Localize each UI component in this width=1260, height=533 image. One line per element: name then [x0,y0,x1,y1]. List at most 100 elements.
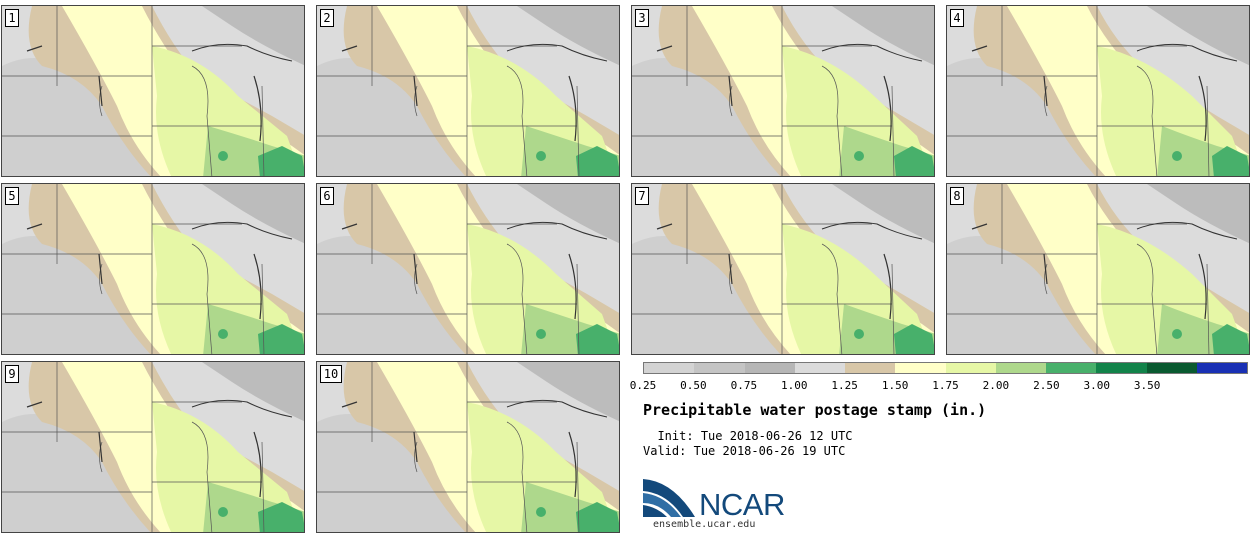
dry-region [947,58,1097,176]
state-boundary [576,441,580,532]
river-outline [98,75,103,107]
dark-green-cell [854,329,864,339]
state-boundary [1136,65,1158,176]
dry-region [1147,6,1249,66]
colorbar-segment [694,363,745,373]
dry-region [317,414,467,532]
river-outline [98,253,103,285]
colorbar-segment [1096,363,1147,373]
dark-green-cell [536,329,546,339]
colorbar-segment [995,363,1046,373]
state-boundary [576,263,580,354]
state-boundary [414,85,418,117]
dark-green-region [576,324,619,354]
state-boundary [99,85,103,117]
lake-superior-outline [1136,221,1238,240]
dark-green-region [258,146,304,176]
lake-outline [971,45,988,52]
stamp-panel: 7 [631,183,935,355]
lake-superior-outline [506,43,608,62]
state-boundary [99,263,103,295]
member-label: 9 [5,365,19,383]
state-boundary [1136,243,1158,354]
state-boundary [414,441,418,473]
ncar-wordmark: NCAR [699,487,785,522]
stamp-panel: 4 [946,5,1250,177]
precip-water-map [632,6,934,176]
init-label: Init: [643,429,694,443]
lake-michigan-outline [1198,75,1207,142]
lake-superior-outline [191,399,293,418]
dry-region [2,236,152,354]
state-boundary [99,441,103,473]
dark-green-region [1212,324,1249,354]
colorbar-tick-label: 1.50 [881,379,909,392]
stamp-panel: 10 [316,361,620,533]
stamp-panel: 1 [1,5,305,177]
colorbar-segment [895,363,946,373]
state-boundary [506,65,528,176]
lake-michigan-outline [883,253,892,320]
dark-green-cell [218,151,228,161]
river-outline [1043,75,1048,107]
colorbar [643,362,1248,374]
ensemble-url: ensemble.ucar.edu [653,519,756,530]
river-outline [98,431,103,463]
state-boundary [414,263,418,295]
precip-water-map [2,6,304,176]
stamp-panel: 3 [631,5,935,177]
state-boundary [1206,263,1210,354]
lake-superior-outline [821,221,923,240]
lake-superior-outline [506,221,608,240]
lake-superior-outline [191,221,293,240]
state-boundary [576,85,580,176]
river-outline [413,75,418,107]
lake-outline [26,223,43,230]
dark-green-cell [854,151,864,161]
dry-region [202,6,304,66]
state-boundary [891,85,895,176]
init-value: Tue 2018-06-26 12 UTC [700,429,853,443]
river-outline [413,253,418,285]
precip-water-map [2,184,304,354]
lake-michigan-outline [568,253,577,320]
member-label: 5 [5,187,19,205]
lake-outline [341,45,358,52]
dark-green-region [258,502,304,532]
state-boundary [821,65,843,176]
dry-region [947,236,1097,354]
stamp-panel: 2 [316,5,620,177]
state-boundary [261,441,265,532]
dark-green-region [258,324,304,354]
stamp-panel: 6 [316,183,620,355]
member-label: 6 [320,187,334,205]
lake-michigan-outline [253,431,262,498]
colorbar-segment [1196,363,1247,373]
colorbar-tick-label: 2.00 [982,379,1010,392]
dry-region [517,362,619,422]
member-label: 1 [5,9,19,27]
dry-region [202,184,304,244]
colorbar-tick-label: 0.50 [680,379,707,392]
ncar-logo: NCAR ensemble.ucar.edu [643,477,793,531]
lake-michigan-outline [568,75,577,142]
precip-water-map [317,184,619,354]
colorbar-tick-label: 1.25 [831,379,858,392]
lake-michigan-outline [1198,253,1207,320]
lake-outline [971,223,988,230]
stamp-panel: 5 [1,183,305,355]
member-label: 8 [950,187,964,205]
state-boundary [1044,263,1048,295]
dark-green-region [576,146,619,176]
dry-region [1147,184,1249,244]
dark-green-region [894,324,934,354]
state-boundary [191,421,213,532]
precip-water-map [947,184,1249,354]
colorbar-tick-label: 3.50 [1133,379,1161,392]
dry-region [517,6,619,66]
dry-region [317,58,467,176]
lake-outline [656,223,673,230]
member-label: 4 [950,9,964,27]
colorbar-segment [1046,363,1097,373]
lake-michigan-outline [253,253,262,320]
